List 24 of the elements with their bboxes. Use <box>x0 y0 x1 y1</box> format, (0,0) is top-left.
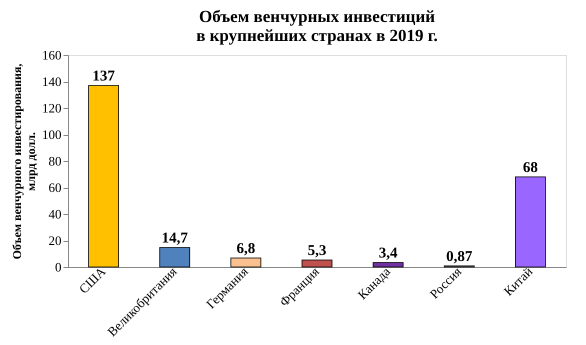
y-tick-label: 20 <box>48 233 62 248</box>
y-tick-label: 120 <box>42 100 62 116</box>
data-label: 6,8 <box>236 240 256 257</box>
data-label: 137 <box>92 68 116 84</box>
data-label: 5,3 <box>308 242 326 259</box>
bar <box>302 260 332 268</box>
y-tick-label: 60 <box>48 180 62 195</box>
data-label: 14,7 <box>162 230 188 247</box>
data-label: 68 <box>522 160 538 176</box>
y-tick-label: 160 <box>42 48 62 62</box>
y-tick-label: 140 <box>42 74 62 89</box>
y-tick-label: 100 <box>42 127 62 142</box>
bar <box>230 258 262 268</box>
y-tick-label: 40 <box>48 206 62 222</box>
data-label: 3,4 <box>378 245 398 262</box>
bar <box>515 176 546 268</box>
bar <box>372 262 404 268</box>
y-tick-label: 0 <box>55 260 62 274</box>
bar <box>159 247 190 268</box>
y-tick-label: 80 <box>48 154 62 168</box>
y-axis-title: Объем венчурного инвестирования, млрд долл. <box>10 64 38 260</box>
bar <box>88 85 119 268</box>
chart-title: Объем венчурных инвестиций в крупнейших странах в 2019 г. <box>196 7 438 45</box>
data-label: 0,87 <box>446 248 473 265</box>
